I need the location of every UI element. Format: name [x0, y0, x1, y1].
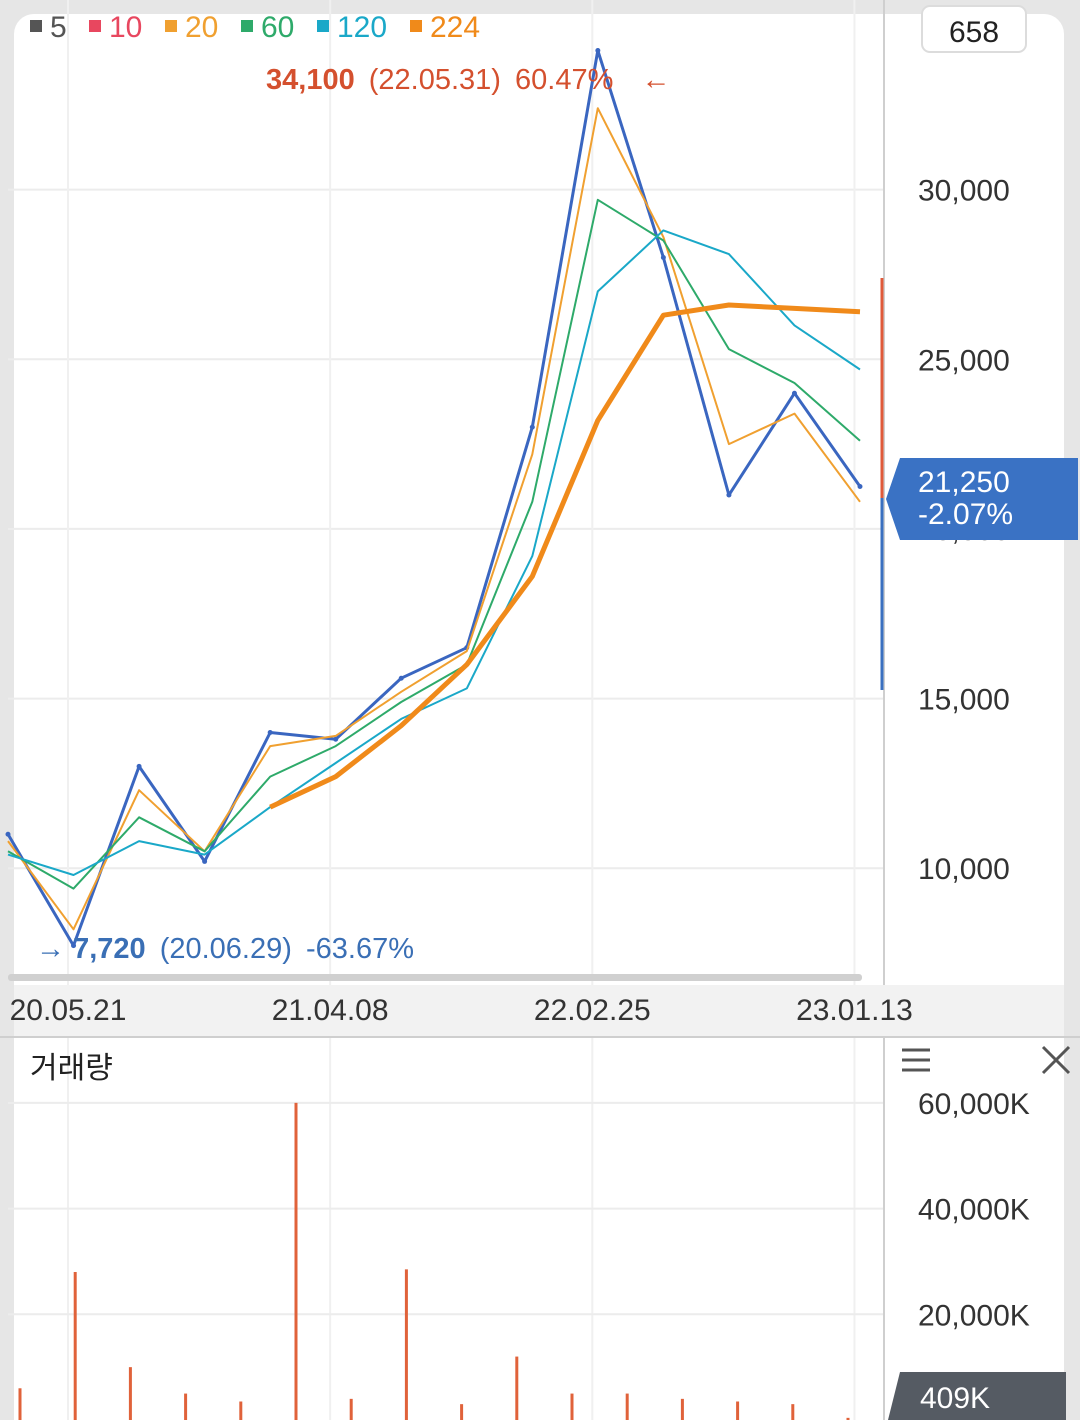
price-line-224 — [269, 302, 861, 810]
volume-title: 거래량 — [30, 1052, 113, 1085]
volume-bar — [570, 1393, 574, 1420]
current-price: 21,250 — [918, 466, 1010, 499]
close-icon[interactable] — [1041, 1045, 1071, 1075]
low-annotation: → 7,720 (20.06.29) -63.67% — [36, 933, 414, 965]
volume-bar — [625, 1393, 629, 1420]
high-price: 34,100 — [266, 64, 355, 96]
current-price-tag — [886, 458, 1078, 540]
chart-card — [14, 14, 1064, 1420]
price-lines — [5, 48, 863, 949]
legend-swatch — [89, 20, 101, 32]
legend-label: 10 — [109, 11, 142, 44]
price-point — [857, 484, 863, 490]
legend-swatch — [30, 20, 42, 32]
price-point — [136, 763, 142, 769]
volume-bar — [846, 1417, 850, 1420]
price-tick-label: 10,000 — [918, 853, 1010, 886]
low-arrow-icon: → — [36, 933, 65, 965]
legend-label: 5 — [50, 11, 67, 44]
date-tick-label: 20.05.21 — [10, 994, 127, 1027]
legend-swatch — [317, 20, 329, 32]
high-annotation: 34,100 (22.05.31) 60.47% ← — [266, 64, 670, 96]
date-tick-label: 21.04.08 — [272, 994, 389, 1027]
price-point — [791, 390, 797, 396]
volume-tick-label: 20,000K — [918, 1299, 1030, 1332]
volume-bar — [294, 1102, 298, 1420]
low-date: (20.06.29) — [160, 933, 292, 965]
legend-swatch — [410, 20, 422, 32]
legend-swatch — [241, 20, 253, 32]
volume-axis-ticks: 60,000K 40,000K 20,000K — [918, 1088, 1030, 1332]
price-tick-label: 15,000 — [918, 684, 1010, 717]
high-date: (22.05.31) — [369, 64, 501, 96]
volume-bar — [515, 1356, 519, 1420]
volume-bar — [18, 1388, 22, 1420]
volume-bars — [18, 1102, 850, 1420]
price-point — [398, 675, 404, 681]
volume-bar — [680, 1398, 684, 1420]
volume-bar — [791, 1404, 795, 1420]
volume-bar — [184, 1393, 188, 1420]
price-point — [202, 858, 208, 864]
price-point — [660, 255, 666, 260]
period-box-label: 658 — [949, 16, 999, 49]
price-tick-label: 30,000 — [918, 175, 1010, 208]
volume-tick-label: 60,000K — [918, 1088, 1030, 1121]
volume-tick-label: 40,000K — [918, 1194, 1030, 1227]
price-point — [333, 736, 339, 742]
date-tick-label: 22.02.25 — [534, 994, 651, 1027]
legend-label: 224 — [430, 11, 480, 44]
volume-bar — [349, 1398, 353, 1420]
vertical-grid — [8, 0, 884, 1420]
current-volume: 409K — [920, 1382, 990, 1415]
legend-swatch — [165, 20, 177, 32]
price-point — [595, 48, 601, 54]
current-volume-tag — [888, 1372, 1066, 1420]
volume-bar — [239, 1401, 243, 1420]
period-box[interactable] — [921, 5, 1027, 53]
legend: 5 10 20 60 120 224 — [30, 11, 480, 44]
volume-bar — [736, 1401, 740, 1420]
price-line-60 — [7, 198, 861, 890]
date-axis-ticks: 20.05.21 21.04.08 22.02.25 23.01.13 — [10, 994, 913, 1027]
volume-bar — [460, 1404, 464, 1420]
legend-label: 20 — [185, 11, 218, 44]
volume-bar — [404, 1269, 408, 1420]
price-line-120 — [7, 229, 861, 876]
high-pct: 60.47% — [515, 64, 613, 96]
price-point — [726, 492, 732, 498]
price-line-5 — [6, 49, 862, 948]
low-price: 7,720 — [73, 933, 146, 965]
price-line-20 — [7, 107, 861, 931]
price-point — [5, 831, 11, 837]
price-point — [267, 730, 273, 735]
date-axis-band — [14, 985, 1064, 1037]
high-arrow-icon: ← — [641, 64, 670, 96]
legend-label: 120 — [337, 11, 387, 44]
price-point — [71, 943, 77, 949]
low-pct: -63.67% — [306, 933, 414, 965]
volume-bar — [73, 1272, 77, 1420]
current-price-pct: -2.07% — [918, 498, 1013, 531]
scrollbar[interactable] — [8, 974, 862, 981]
price-tick-label: 25,000 — [918, 344, 1010, 377]
volume-bar — [128, 1367, 132, 1420]
menu-icon[interactable] — [902, 1048, 930, 1072]
price-point — [529, 424, 535, 430]
date-tick-label: 23.01.13 — [796, 994, 913, 1027]
legend-label: 60 — [261, 11, 294, 44]
